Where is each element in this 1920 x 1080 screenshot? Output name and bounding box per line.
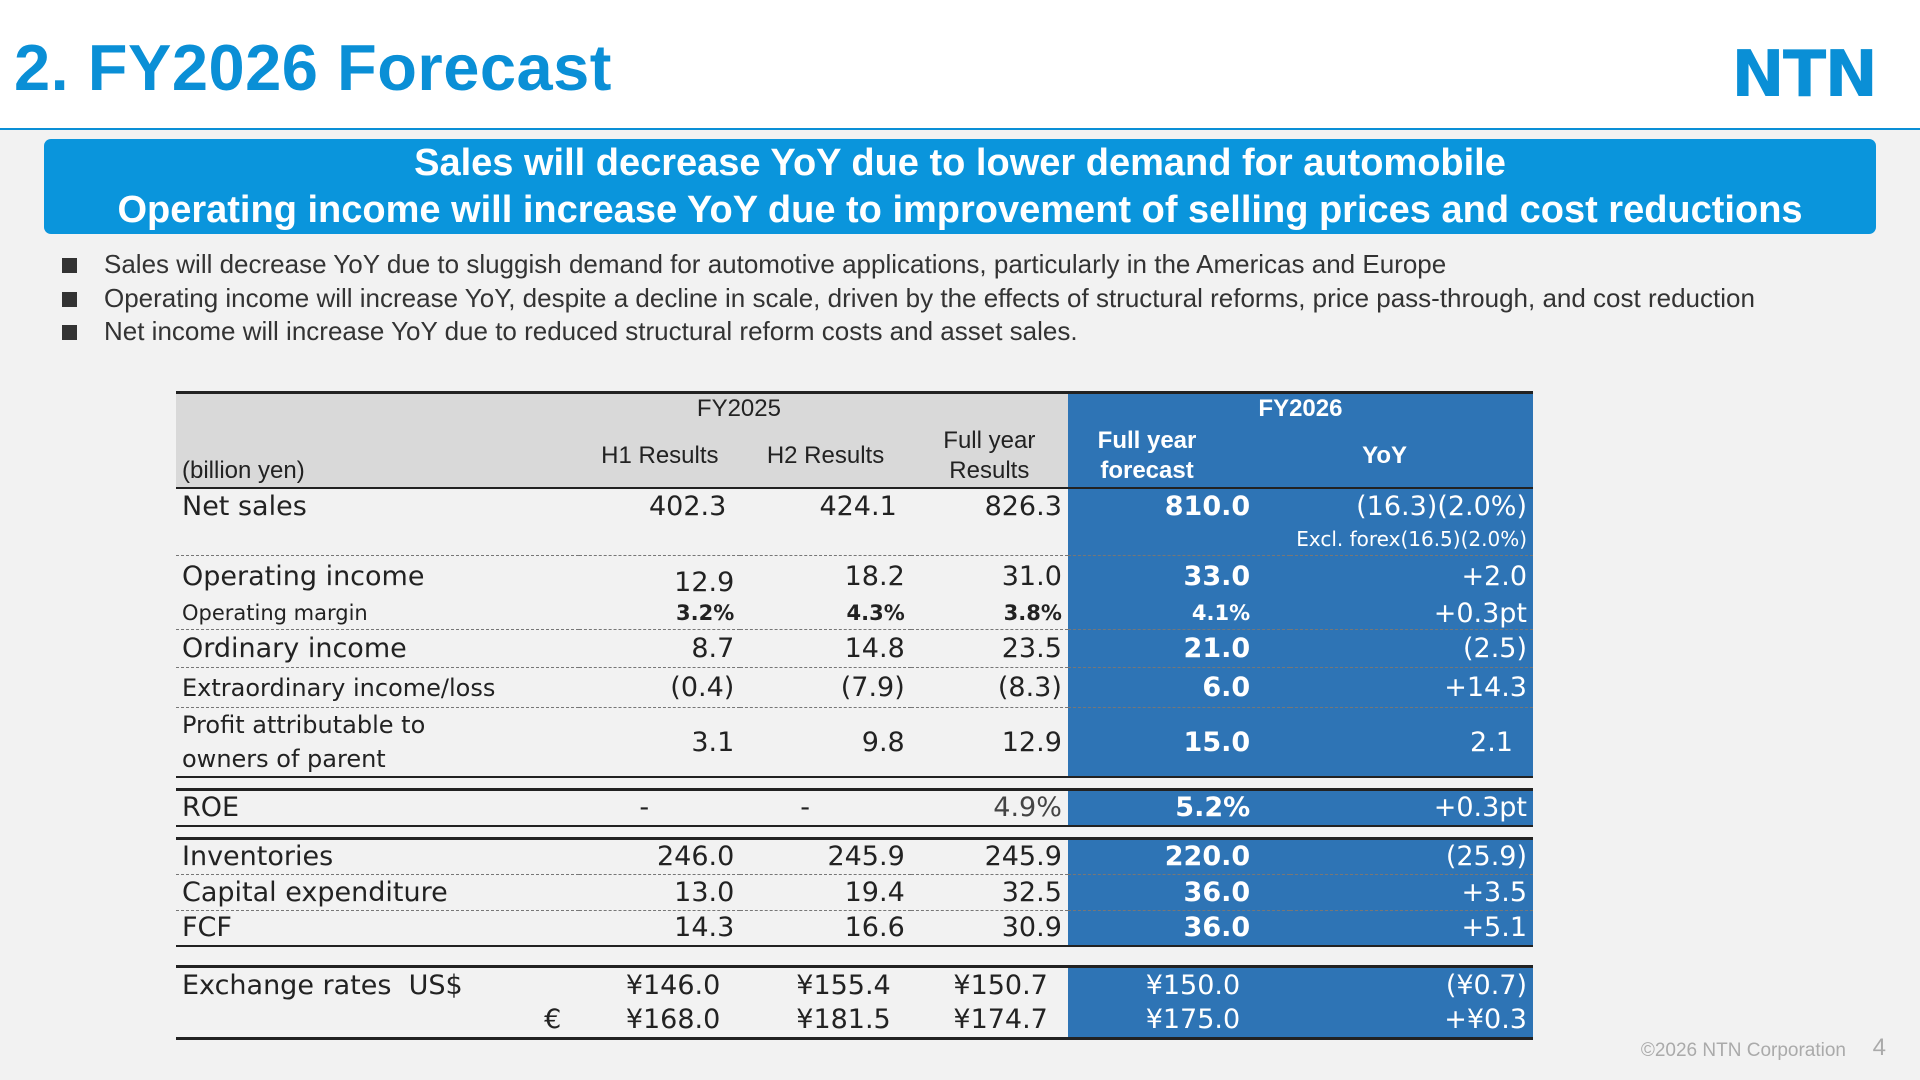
forex-note: Excl. forex(16.5)(2.0%) — [1290, 523, 1533, 556]
table-row: Ordinary income 8.7 14.8 23.5 21.0 (2.5) — [176, 629, 1533, 668]
square-bullet-icon — [62, 258, 77, 273]
square-bullet-icon — [62, 291, 77, 307]
table-row: Excl. forex(16.5)(2.0%) — [176, 523, 1533, 556]
fy2025-header: FY2025 — [176, 391, 1068, 425]
banner-line-2: Operating income will increase YoY due t… — [117, 189, 1803, 231]
table-row: ROE - - 4.9% 5.2% +0.3pt — [176, 788, 1533, 826]
table-row: Net sales 402.3 424.1 826.3 810.0 (16.3)… — [176, 487, 1533, 524]
table-row: Capital expenditure 13.0 19.4 32.5 36.0 … — [176, 873, 1533, 910]
bullet-item: Operating income will increase YoY, desp… — [60, 282, 1850, 316]
fy2026-header: FY2026 — [1067, 391, 1533, 425]
table-row: Profit attributable to owners of parent 3… — [176, 707, 1533, 777]
table-row: FCF 14.3 16.6 30.9 36.0 +5.1 — [176, 909, 1533, 946]
unit-label: (billion yen) — [176, 424, 580, 488]
page-title: 2. FY2026 Forecast — [14, 31, 612, 104]
table-row: Operating income 12.9 18.2 31.0 33.0 +2.… — [176, 555, 1533, 598]
slide-header: 2. FY2026 Forecast NTN — [0, 0, 1920, 130]
table-row: Extraordinary income/loss (0.4) (7.9) (8… — [176, 667, 1533, 708]
page-number: 4 — [1872, 1034, 1886, 1061]
banner-line-1: Sales will decrease YoY due to lower dem… — [414, 142, 1506, 184]
table-row: Operating margin 3.2% 4.3% 3.8% 4.1% +0.… — [176, 597, 1533, 630]
square-bullet-icon — [62, 325, 77, 340]
copyright-text: ©2026 NTN Corporation — [1640, 1040, 1846, 1061]
col-forecast: Full year forecast — [1067, 424, 1291, 488]
col-h2: H2 Results — [740, 424, 911, 488]
bullet-item: Sales will decrease YoY due to sluggish … — [60, 248, 1850, 282]
col-h1: H1 Results — [579, 424, 741, 488]
bullet-list: Sales will decrease YoY due to sluggish … — [60, 248, 1850, 349]
table-row: € ¥168.0 ¥181.5 ¥174.7 ¥175.0 +¥0.3 — [176, 1002, 1533, 1040]
forecast-table: FY2025 FY2026 (billion yen) H1 Results H… — [176, 391, 1533, 1040]
col-full-year: Full year Results — [910, 424, 1068, 488]
table-row: Exchange rates US$ ¥146.0 ¥155.4 ¥150.7 … — [176, 965, 1533, 1003]
summary-banner: Sales will decrease YoY due to lower dem… — [44, 139, 1876, 234]
table-row: Inventories 246.0 245.9 245.9 220.0 (25.… — [176, 836, 1533, 874]
ntn-logo: NTN — [1731, 38, 1878, 112]
bullet-item: Net income will increase YoY due to redu… — [60, 315, 1850, 349]
col-yoy: YoY — [1290, 424, 1533, 488]
